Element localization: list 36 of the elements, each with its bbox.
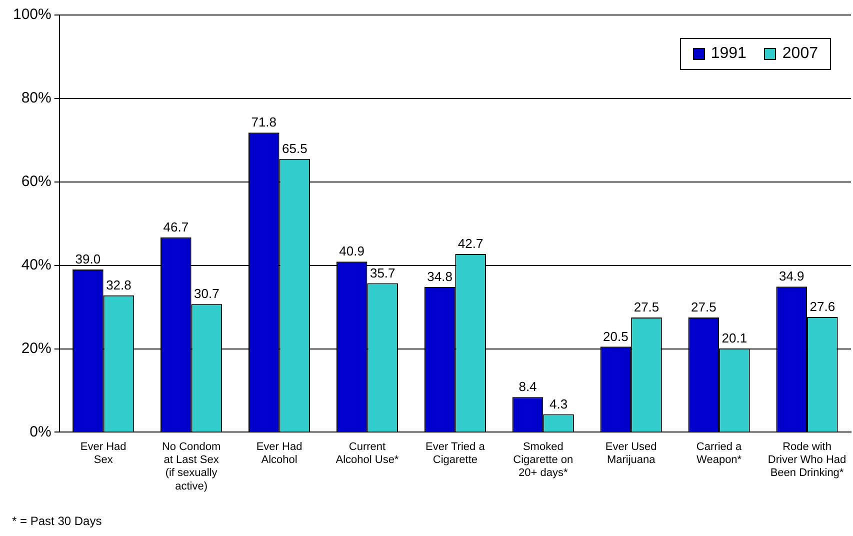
- data-label: 8.4: [518, 379, 537, 394]
- y-tick-label: 20%: [21, 340, 52, 357]
- y-tick-label: 60%: [21, 173, 52, 190]
- data-label: 40.9: [339, 244, 364, 259]
- data-label: 30.7: [194, 286, 220, 302]
- y-tick-label: 0%: [30, 423, 52, 440]
- data-label: 20.5: [603, 328, 628, 344]
- data-label: 27.5: [634, 300, 660, 315]
- x-tick-label: Current Alcohol Use*: [336, 440, 400, 466]
- y-tick-label: 100%: [12, 6, 52, 24]
- x-tick-label: Carried a Weapon*: [696, 440, 743, 466]
- x-tick-label: Ever Tried a Cigarette: [426, 440, 486, 466]
- legend-label: 1991: [710, 45, 746, 63]
- data-label: 34.8: [427, 269, 452, 284]
- x-tick-label: Ever Had Sex: [80, 440, 126, 466]
- legend-label: 2007: [782, 45, 818, 63]
- data-label: 32.8: [106, 277, 132, 292]
- x-tick-label: Ever Had Alcohol: [256, 440, 302, 466]
- data-label: 65.5: [282, 141, 308, 156]
- x-tick-label: Smoked Cigarette on 20+ days*: [513, 440, 574, 480]
- x-tick-label: Ever Used Marijuana: [605, 440, 657, 466]
- data-label: 34.9: [778, 268, 804, 284]
- x-tick-label: No Condom at Last Sex (if sexually active): [162, 440, 221, 492]
- data-label: 27.5: [691, 300, 716, 315]
- y-tick-label: 40%: [21, 256, 52, 274]
- data-label: 4.3: [549, 396, 568, 412]
- x-tick-label: Rode with Driver Who Had Been Drinking*: [768, 440, 846, 480]
- data-label: 39.0: [75, 252, 101, 267]
- data-label: 46.7: [163, 219, 189, 234]
- data-label: 27.6: [810, 299, 836, 314]
- data-label: 20.1: [722, 330, 748, 346]
- text: * = Past 30 Days: [12, 514, 102, 528]
- y-tick-label: 80%: [21, 90, 52, 107]
- data-label: 71.8: [251, 114, 277, 130]
- data-label: 42.7: [458, 236, 484, 252]
- data-label: 35.7: [370, 265, 396, 280]
